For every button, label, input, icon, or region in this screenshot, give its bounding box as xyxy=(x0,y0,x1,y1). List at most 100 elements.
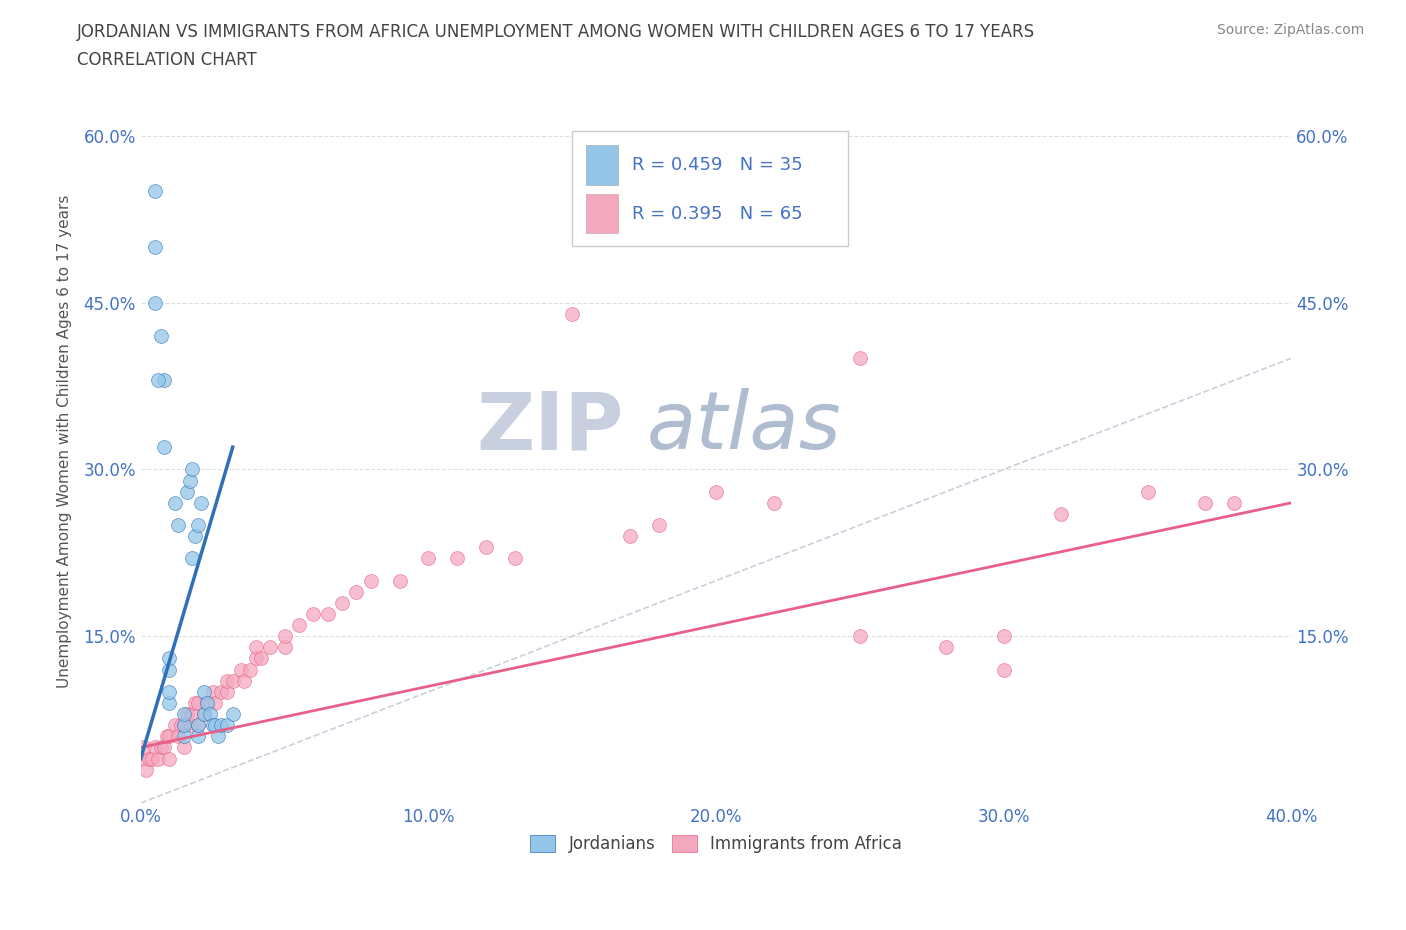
Point xyxy=(187,696,209,711)
Point xyxy=(360,573,382,588)
FancyBboxPatch shape xyxy=(586,145,619,185)
FancyBboxPatch shape xyxy=(572,131,848,246)
Point xyxy=(129,751,152,766)
Point xyxy=(259,640,281,655)
Point xyxy=(193,707,215,722)
Point xyxy=(647,518,669,533)
Point xyxy=(239,662,262,677)
Point xyxy=(138,751,160,766)
Point xyxy=(173,718,195,733)
Point xyxy=(152,373,174,388)
Point xyxy=(1223,496,1246,511)
Point xyxy=(330,595,353,610)
Point xyxy=(201,718,224,733)
Point xyxy=(143,184,166,199)
Legend: Jordanians, Immigrants from Africa: Jordanians, Immigrants from Africa xyxy=(523,829,908,860)
Point xyxy=(173,729,195,744)
Point xyxy=(176,707,198,722)
Point xyxy=(198,707,221,722)
Point xyxy=(233,673,256,688)
Point xyxy=(149,328,172,343)
Point xyxy=(181,707,204,722)
Point xyxy=(195,696,218,711)
Point xyxy=(157,651,180,666)
Point xyxy=(195,696,218,711)
Point xyxy=(207,729,229,744)
Point xyxy=(179,718,201,733)
FancyBboxPatch shape xyxy=(586,193,619,233)
Point xyxy=(193,707,215,722)
Point xyxy=(165,718,187,733)
Point xyxy=(190,496,212,511)
Point xyxy=(316,606,339,621)
Point xyxy=(215,718,238,733)
Point xyxy=(1136,485,1159,499)
Point xyxy=(141,751,163,766)
Point xyxy=(170,718,193,733)
Text: R = 0.459   N = 35: R = 0.459 N = 35 xyxy=(633,156,803,175)
Point xyxy=(157,684,180,699)
Point xyxy=(215,673,238,688)
Point xyxy=(273,629,295,644)
Point xyxy=(143,740,166,755)
Point xyxy=(849,629,872,644)
Point xyxy=(176,485,198,499)
Point xyxy=(193,684,215,699)
Point xyxy=(209,684,232,699)
Point xyxy=(135,763,157,777)
Point xyxy=(250,651,273,666)
Point xyxy=(245,640,267,655)
Point xyxy=(849,351,872,365)
Point xyxy=(1050,507,1073,522)
Point xyxy=(231,662,253,677)
Y-axis label: Unemployment Among Women with Children Ages 6 to 17 years: Unemployment Among Women with Children A… xyxy=(58,195,72,688)
Point xyxy=(993,662,1015,677)
Point xyxy=(446,551,468,565)
Point xyxy=(273,640,295,655)
Point xyxy=(181,551,204,565)
Point xyxy=(152,740,174,755)
Point xyxy=(167,518,190,533)
Point xyxy=(1194,496,1216,511)
Point xyxy=(184,696,207,711)
Point xyxy=(155,729,177,744)
Point xyxy=(143,240,166,255)
Point xyxy=(704,485,727,499)
Text: Source: ZipAtlas.com: Source: ZipAtlas.com xyxy=(1216,23,1364,37)
Text: atlas: atlas xyxy=(647,388,842,466)
Point xyxy=(149,740,172,755)
Point xyxy=(173,740,195,755)
Text: JORDANIAN VS IMMIGRANTS FROM AFRICA UNEMPLOYMENT AMONG WOMEN WITH CHILDREN AGES : JORDANIAN VS IMMIGRANTS FROM AFRICA UNEM… xyxy=(77,23,1035,41)
Point xyxy=(388,573,411,588)
Point xyxy=(181,462,204,477)
Point xyxy=(475,539,498,554)
Point xyxy=(762,496,785,511)
Point xyxy=(146,373,169,388)
Point xyxy=(157,729,180,744)
Point xyxy=(993,629,1015,644)
Text: R = 0.395   N = 65: R = 0.395 N = 65 xyxy=(633,205,803,223)
Point xyxy=(561,306,583,321)
Point xyxy=(201,684,224,699)
Point xyxy=(173,718,195,733)
Point xyxy=(184,528,207,543)
Point xyxy=(204,696,226,711)
Point xyxy=(222,707,245,722)
Point xyxy=(346,584,368,599)
Point xyxy=(157,662,180,677)
Point xyxy=(209,718,232,733)
Point xyxy=(143,295,166,310)
Point xyxy=(418,551,440,565)
Point xyxy=(132,740,155,755)
Point xyxy=(165,496,187,511)
Point xyxy=(179,473,201,488)
Text: ZIP: ZIP xyxy=(477,388,624,466)
Point xyxy=(935,640,957,655)
Point xyxy=(157,696,180,711)
Point xyxy=(146,751,169,766)
Point xyxy=(245,651,267,666)
Point xyxy=(152,440,174,455)
Point xyxy=(215,684,238,699)
Text: CORRELATION CHART: CORRELATION CHART xyxy=(77,51,257,69)
Point xyxy=(187,718,209,733)
